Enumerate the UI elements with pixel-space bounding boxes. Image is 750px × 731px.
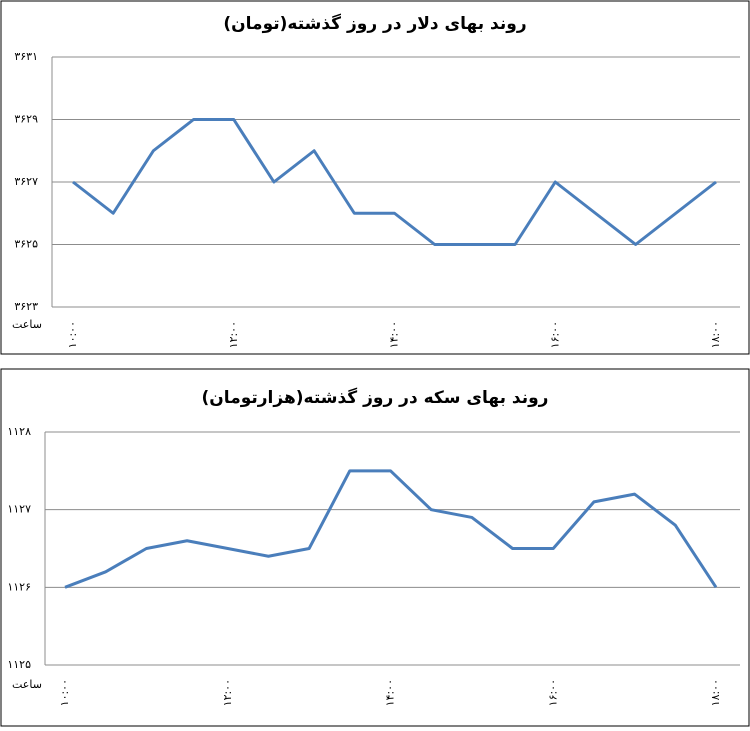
y-tick-label: ۱۱۲۶ — [7, 580, 31, 593]
y-tick-label: ۱۱۲۸ — [7, 425, 31, 438]
x-tick-label: ۱۰:۰۰ — [58, 679, 71, 706]
y-tick-label: ۱۱۲۵ — [7, 658, 31, 671]
chart-title: روند بهای سکه در روز گذشته(هزارتومان) — [202, 387, 549, 408]
y-tick-label: ۳۶۲۹ — [14, 113, 38, 126]
x-tick-label: ۱۲:۰۰ — [221, 679, 234, 706]
chart-title: روند بهای دلار در روز گذشته(تومان) — [223, 13, 526, 34]
y-tick-label: ۳۶۲۷ — [14, 175, 38, 188]
chart-frame — [0, 0, 750, 355]
y-tick-label: ۳۶۳۱ — [14, 50, 38, 63]
line-series — [72, 118, 717, 246]
y-tick-label: ۱۱۲۷ — [7, 503, 31, 516]
chart-frame — [0, 368, 750, 727]
y-tick-label: ۳۶۲۳ — [14, 300, 38, 313]
x-tick-label: ۱۶:۰۰ — [548, 321, 561, 348]
x-tick-label: ۱۴:۰۰ — [388, 321, 401, 348]
line-series — [64, 469, 718, 589]
x-tick-label: ۱۸:۰۰ — [709, 679, 722, 706]
y-tick-label: ۳۶۲۵ — [14, 238, 38, 251]
x-tick-label: ۱۲:۰۰ — [227, 321, 240, 348]
x-tick-label: ۱۰:۰۰ — [66, 321, 79, 348]
x-tick-label: ۱۶:۰۰ — [546, 679, 559, 706]
x-tick-label: ۱۸:۰۰ — [709, 321, 722, 348]
x-axis-label: ساعت — [12, 318, 42, 331]
x-axis-label: ساعت — [12, 678, 42, 691]
x-tick-label: ۱۴:۰۰ — [384, 679, 397, 706]
